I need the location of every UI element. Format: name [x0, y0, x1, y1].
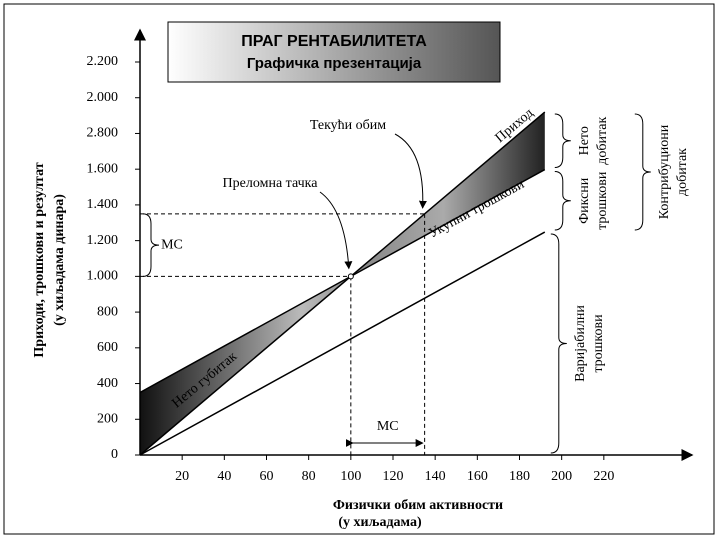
- brace: [550, 233, 567, 454]
- brace-label: добитак: [675, 148, 690, 196]
- brace: [554, 113, 571, 169]
- y-tick-label: 1.400: [87, 197, 119, 212]
- x-tick-label: 120: [383, 469, 404, 484]
- brace-label: трошкови: [591, 314, 606, 373]
- brace-label: Нето: [577, 126, 592, 155]
- y-tick-label: 200: [97, 411, 118, 426]
- y-axis-label: (у хиљадама динара): [52, 194, 67, 326]
- x-tick-label: 180: [509, 469, 530, 484]
- x-tick-label: 160: [467, 469, 488, 484]
- x-tick-label: 80: [302, 469, 316, 484]
- y-tick-label: 0: [111, 447, 118, 462]
- annotation: Преломна тачка: [223, 176, 319, 191]
- y-tick-label: 800: [97, 304, 118, 319]
- break-even-point: [347, 273, 354, 280]
- annotation-arrow: [394, 133, 427, 209]
- y-tick-label: 600: [97, 340, 118, 355]
- x-tick-label: 100: [340, 469, 361, 484]
- y-tick-label: 1.000: [87, 269, 119, 284]
- y-tick-label: 2.800: [87, 126, 119, 141]
- annotation-arrow: [319, 191, 353, 270]
- frame: [3, 3, 715, 535]
- y-tick-label: 1.600: [87, 161, 119, 176]
- annotation: Текући обим: [310, 118, 386, 133]
- brace-label: Варијабилни: [573, 305, 588, 382]
- x-axis-label: (у хиљадама): [338, 515, 422, 530]
- y-tick-label: 1.200: [87, 233, 119, 248]
- x-tick-label: 60: [260, 469, 274, 484]
- y-tick-label: 400: [97, 376, 118, 391]
- y-axis-label: Приходи, трошкови и резултат: [32, 162, 47, 357]
- title-box: [167, 21, 501, 83]
- brace: [142, 213, 160, 277]
- x-tick-label: 200: [551, 469, 572, 484]
- brace-label: добитак: [595, 117, 610, 165]
- x-tick-label: 20: [175, 469, 189, 484]
- x-axis-label: Физички обим активности: [333, 498, 503, 513]
- series-line: [139, 168, 546, 394]
- series-line: [139, 231, 546, 456]
- brace-label: Фиксни: [577, 177, 592, 224]
- brace-label: трошкови: [595, 171, 610, 230]
- y-tick-label: 2.000: [87, 90, 119, 105]
- chart-title: ПРАГ РЕНТАБИЛИТЕТА: [241, 33, 427, 50]
- x-tick-label: 140: [425, 469, 446, 484]
- series-line: [139, 111, 546, 456]
- x-tick-label: 220: [593, 469, 614, 484]
- y-tick-label: 2.200: [87, 54, 119, 69]
- brace-label: Контрибуциони: [657, 124, 672, 219]
- x-tick-label: 40: [217, 469, 231, 484]
- brace: [554, 171, 571, 231]
- annotation: МС: [377, 419, 399, 434]
- brace: [634, 113, 651, 231]
- chart-subtitle: Графичка презентација: [247, 55, 422, 72]
- annotation: МС: [161, 237, 183, 252]
